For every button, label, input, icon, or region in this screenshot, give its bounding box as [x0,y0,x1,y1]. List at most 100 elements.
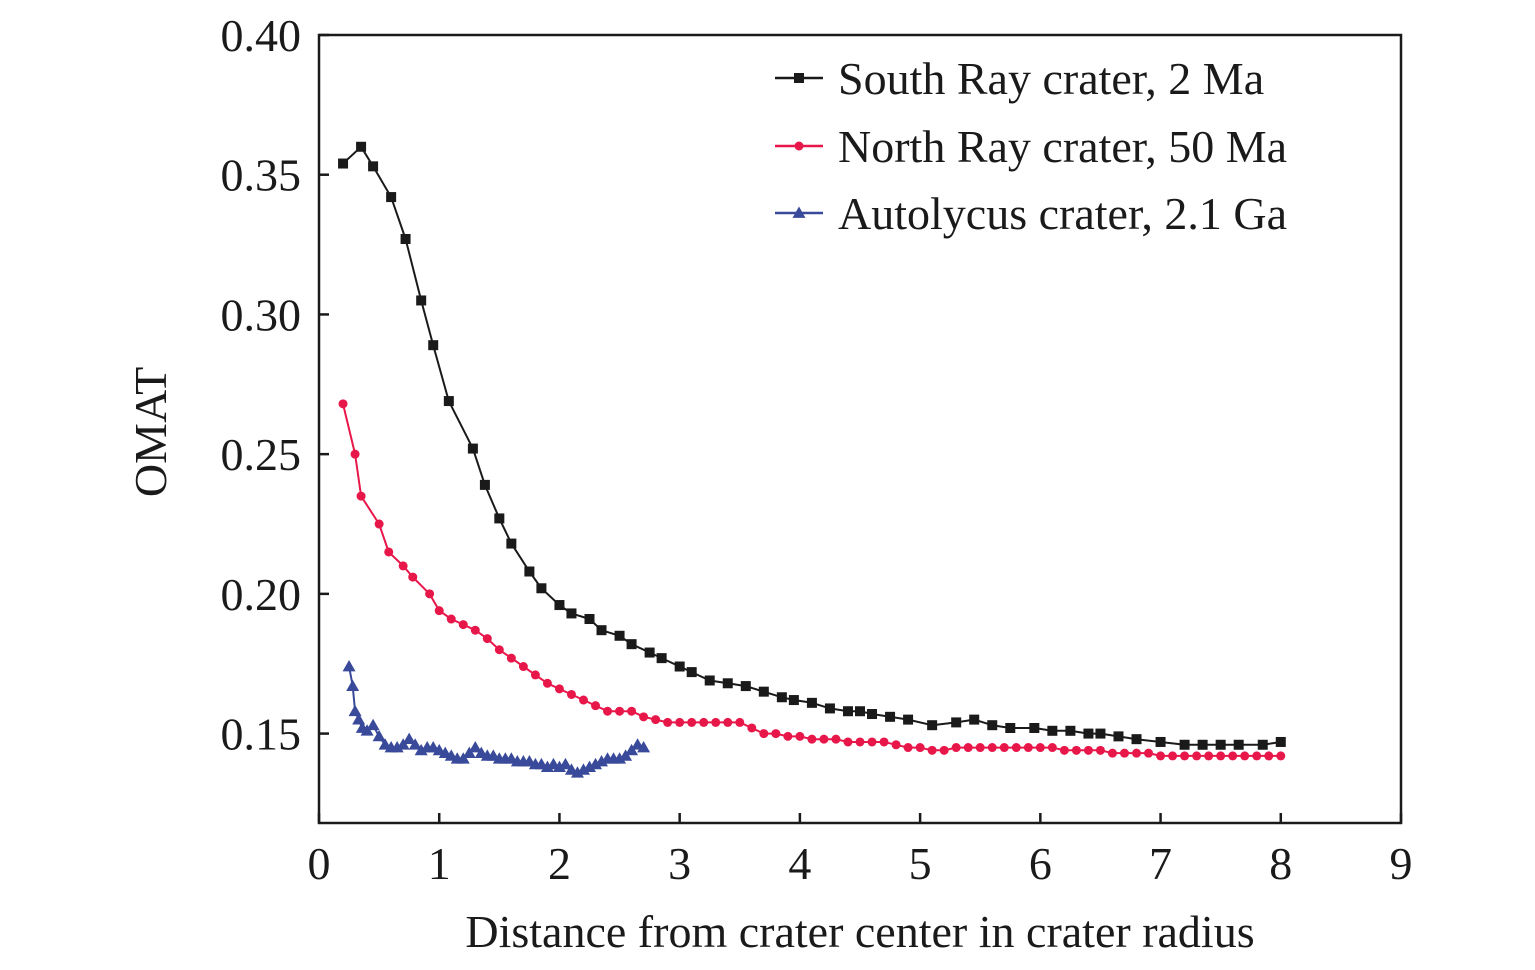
north-ray-point [939,745,949,755]
south-ray-point [806,697,817,708]
north-ray-point [1264,751,1274,761]
autolycus-point [468,741,482,753]
south-ray-point [987,720,998,731]
south-ray-point [1179,739,1190,750]
north-ray-point [831,734,841,744]
south-ray-point [704,675,715,686]
y-tick-label: 0.25 [221,429,302,480]
south-ray-point [927,720,938,731]
south-ray-point [338,158,349,169]
series-layer [338,141,1286,778]
autolycus-point [402,732,416,745]
legend-marker [794,141,804,151]
south-ray-point [1065,725,1076,736]
legend-label: Autolycus crater, 2.1 Ga [838,188,1287,239]
north-ray-point [338,399,348,409]
x-tick-label: 9 [1390,838,1413,889]
south-ray-series [338,141,1286,750]
north-ray-point [783,731,793,741]
south-ray-point [867,709,878,720]
north-ray-point [603,706,613,716]
x-axis-title: Distance from crater center in crater ra… [465,906,1254,957]
south-ray-point [842,706,853,717]
north-ray-point [1047,743,1057,753]
autolycus-point [342,660,356,672]
x-tick-label: 2 [548,838,571,889]
south-ray-point [566,608,577,619]
y-tick-label: 0.15 [221,709,302,760]
south-ray-point [1197,739,1208,750]
north-ray-point [723,717,733,727]
x-tick-label: 5 [909,838,932,889]
autolycus-point [408,738,422,750]
north-ray-point [446,614,456,624]
north-ray-point [771,729,781,739]
north-ray-point [506,653,516,663]
y-tick-label: 0.40 [221,10,302,61]
south-ray-point [479,479,490,490]
north-ray-point [807,734,817,744]
autolycus-point [366,718,380,731]
south-ray-point [969,714,980,725]
south-ray-point [614,630,625,641]
south-ray-point [1005,722,1016,733]
north-ray-point [1083,745,1093,755]
north-ray-point [1240,751,1250,761]
north-ray-point [999,743,1009,753]
north-ray-point [1204,751,1214,761]
south-ray-point [1131,734,1142,745]
autolycus-point [352,713,366,725]
south-ray-point [1233,739,1244,750]
x-tick-label: 4 [788,838,811,889]
south-ray-point [494,513,505,524]
autolycus-series [342,660,651,778]
autolycus-point [637,741,651,753]
south-ray-point [386,192,397,203]
north-ray-point [356,491,366,501]
south-ray-point [467,443,478,454]
north-ray-point [578,695,588,705]
south-ray-point [536,583,547,594]
north-ray-point [735,717,745,727]
north-ray-point [1168,751,1178,761]
north-ray-point [1276,751,1286,761]
north-ray-point [408,572,418,582]
plot-frame [317,33,1403,825]
north-ray-point [1059,745,1069,755]
north-ray-point [434,606,444,616]
south-ray-point [1083,728,1094,739]
x-tick-label: 6 [1029,838,1052,889]
north-ray-point [819,734,829,744]
north-ray-point [1132,748,1142,758]
north-ray-point [747,723,757,733]
legend-item-south-ray: South Ray crater, 2 Ma [775,53,1264,104]
north-ray-point [975,743,985,753]
y-tick-label: 0.30 [221,289,302,340]
north-ray-point [542,678,552,688]
north-ray-point [951,743,961,753]
north-ray-point [530,670,540,680]
x-tick-label: 3 [668,838,691,889]
north-ray-point [843,737,853,747]
north-ray-point [855,737,865,747]
x-tick-label: 8 [1269,838,1292,889]
autolycus-point [558,757,572,770]
south-ray-point [1215,739,1226,750]
north-ray-point [687,717,697,727]
south-ray-point [626,639,637,650]
north-ray-point [903,743,913,753]
north-ray-point [711,717,721,727]
north-ray-point [891,740,901,750]
north-ray-point [1095,745,1105,755]
x-tick-label: 7 [1149,838,1172,889]
north-ray-series [338,399,1286,761]
north-ray-point [987,743,997,753]
autolycus-point [348,704,362,717]
north-ray-point [639,712,649,722]
south-ray-point [416,295,427,306]
south-ray-point [855,706,865,717]
north-ray-point [627,706,637,716]
north-ray-point [963,743,973,753]
north-ray-point [1023,743,1033,753]
south-ray-point [1113,731,1124,742]
